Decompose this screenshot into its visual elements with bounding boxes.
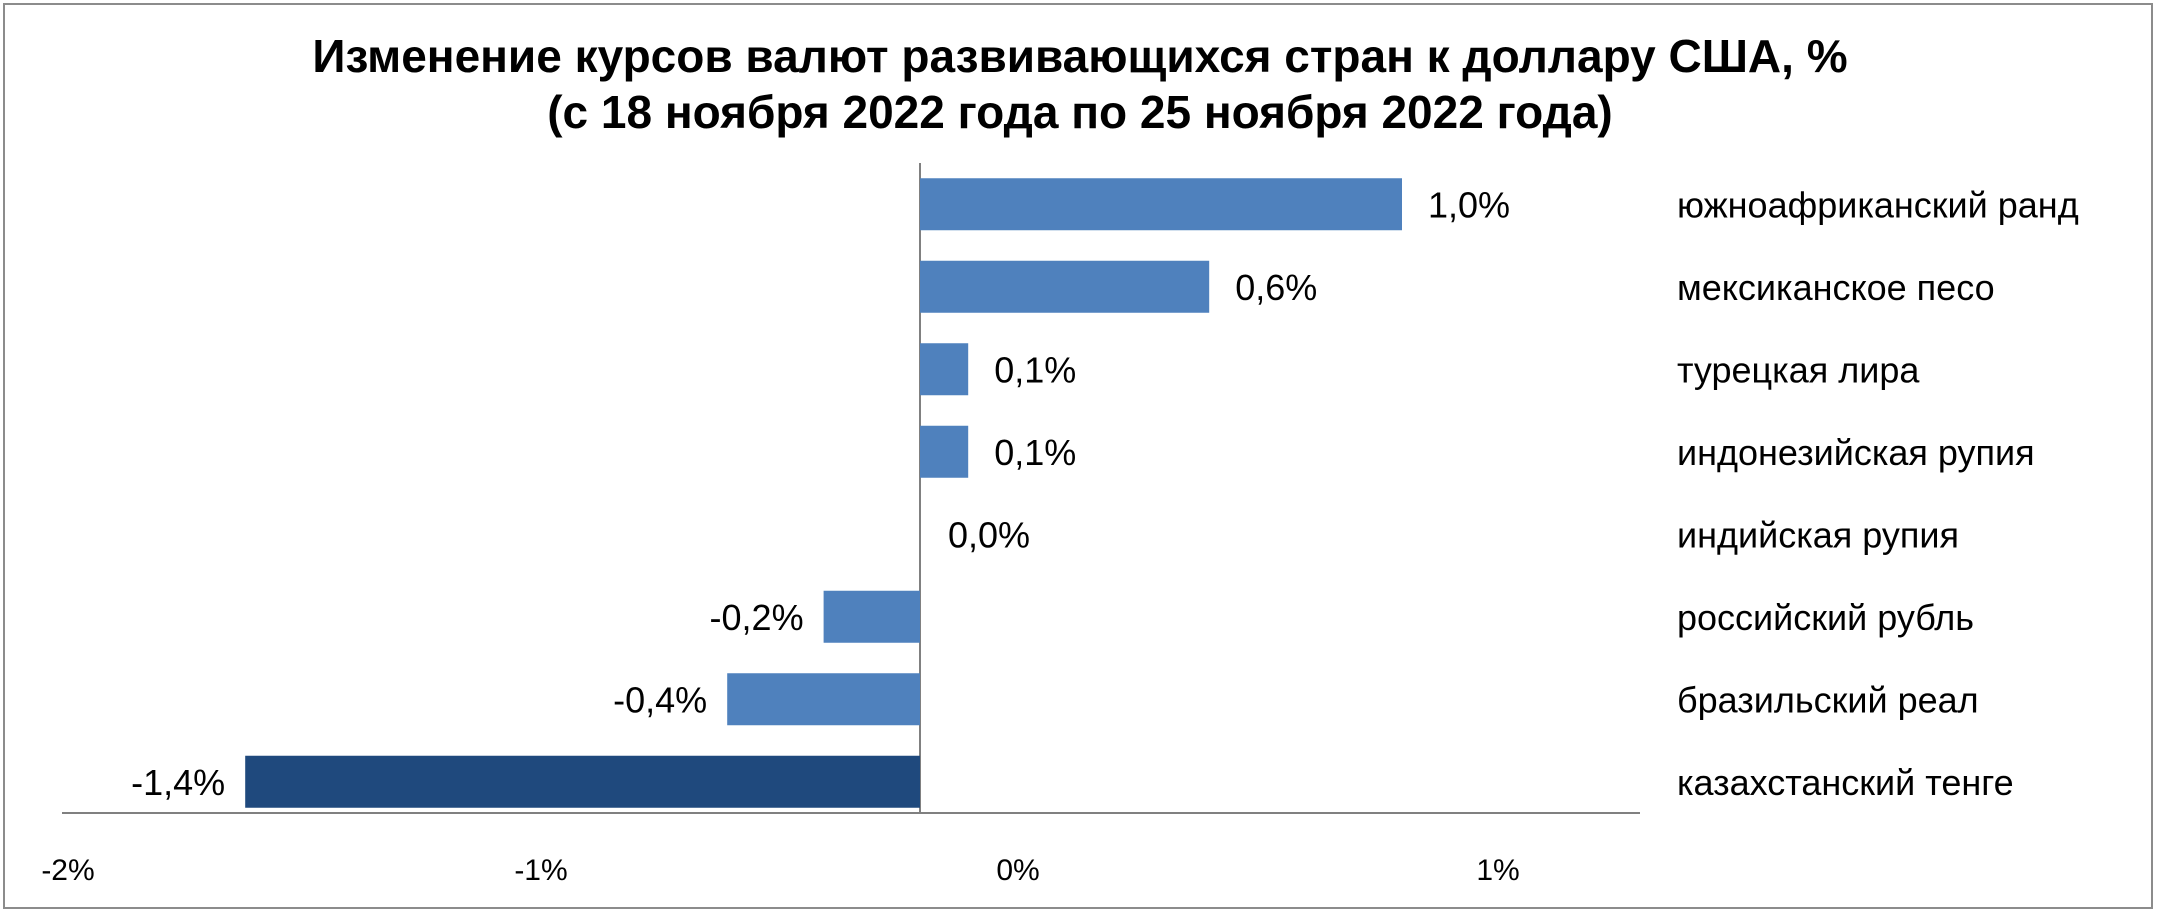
chart-title: Изменение курсов валют развивающихся стр… — [312, 30, 1848, 82]
bar — [823, 590, 920, 643]
category-label: казахстанский тенге — [1677, 762, 2014, 803]
bar — [920, 343, 969, 396]
data-label: 0,1% — [994, 349, 1076, 390]
category-label: российский рубль — [1677, 597, 1974, 638]
bar — [245, 755, 920, 808]
data-label: 1,0% — [1428, 184, 1510, 225]
x-tick-label: -1% — [514, 854, 567, 887]
data-label: -1,4% — [131, 762, 225, 803]
category-label: турецкая лира — [1677, 349, 1920, 390]
data-label: 0,6% — [1235, 267, 1317, 308]
category-label: индонезийская рупия — [1677, 432, 2035, 473]
bar — [920, 425, 969, 478]
category-label: мексиканское песо — [1677, 267, 1995, 308]
data-label: -0,4% — [613, 679, 707, 720]
category-label: бразильский реал — [1677, 679, 1979, 720]
bar — [920, 178, 1402, 231]
x-tick-label: 1% — [1476, 854, 1519, 887]
x-tick-label: 0% — [996, 854, 1039, 887]
bar — [727, 673, 920, 726]
x-tick-label: -2% — [41, 854, 94, 887]
data-label: 0,0% — [948, 514, 1030, 555]
category-label: южноафриканский ранд — [1677, 184, 2079, 225]
data-label: -0,2% — [710, 597, 804, 638]
chart-subtitle: (с 18 ноября 2022 года по 25 ноября 2022… — [547, 86, 1613, 138]
category-label: индийская рупия — [1677, 514, 1959, 555]
bar — [920, 260, 1210, 313]
data-label: 0,1% — [994, 432, 1076, 473]
